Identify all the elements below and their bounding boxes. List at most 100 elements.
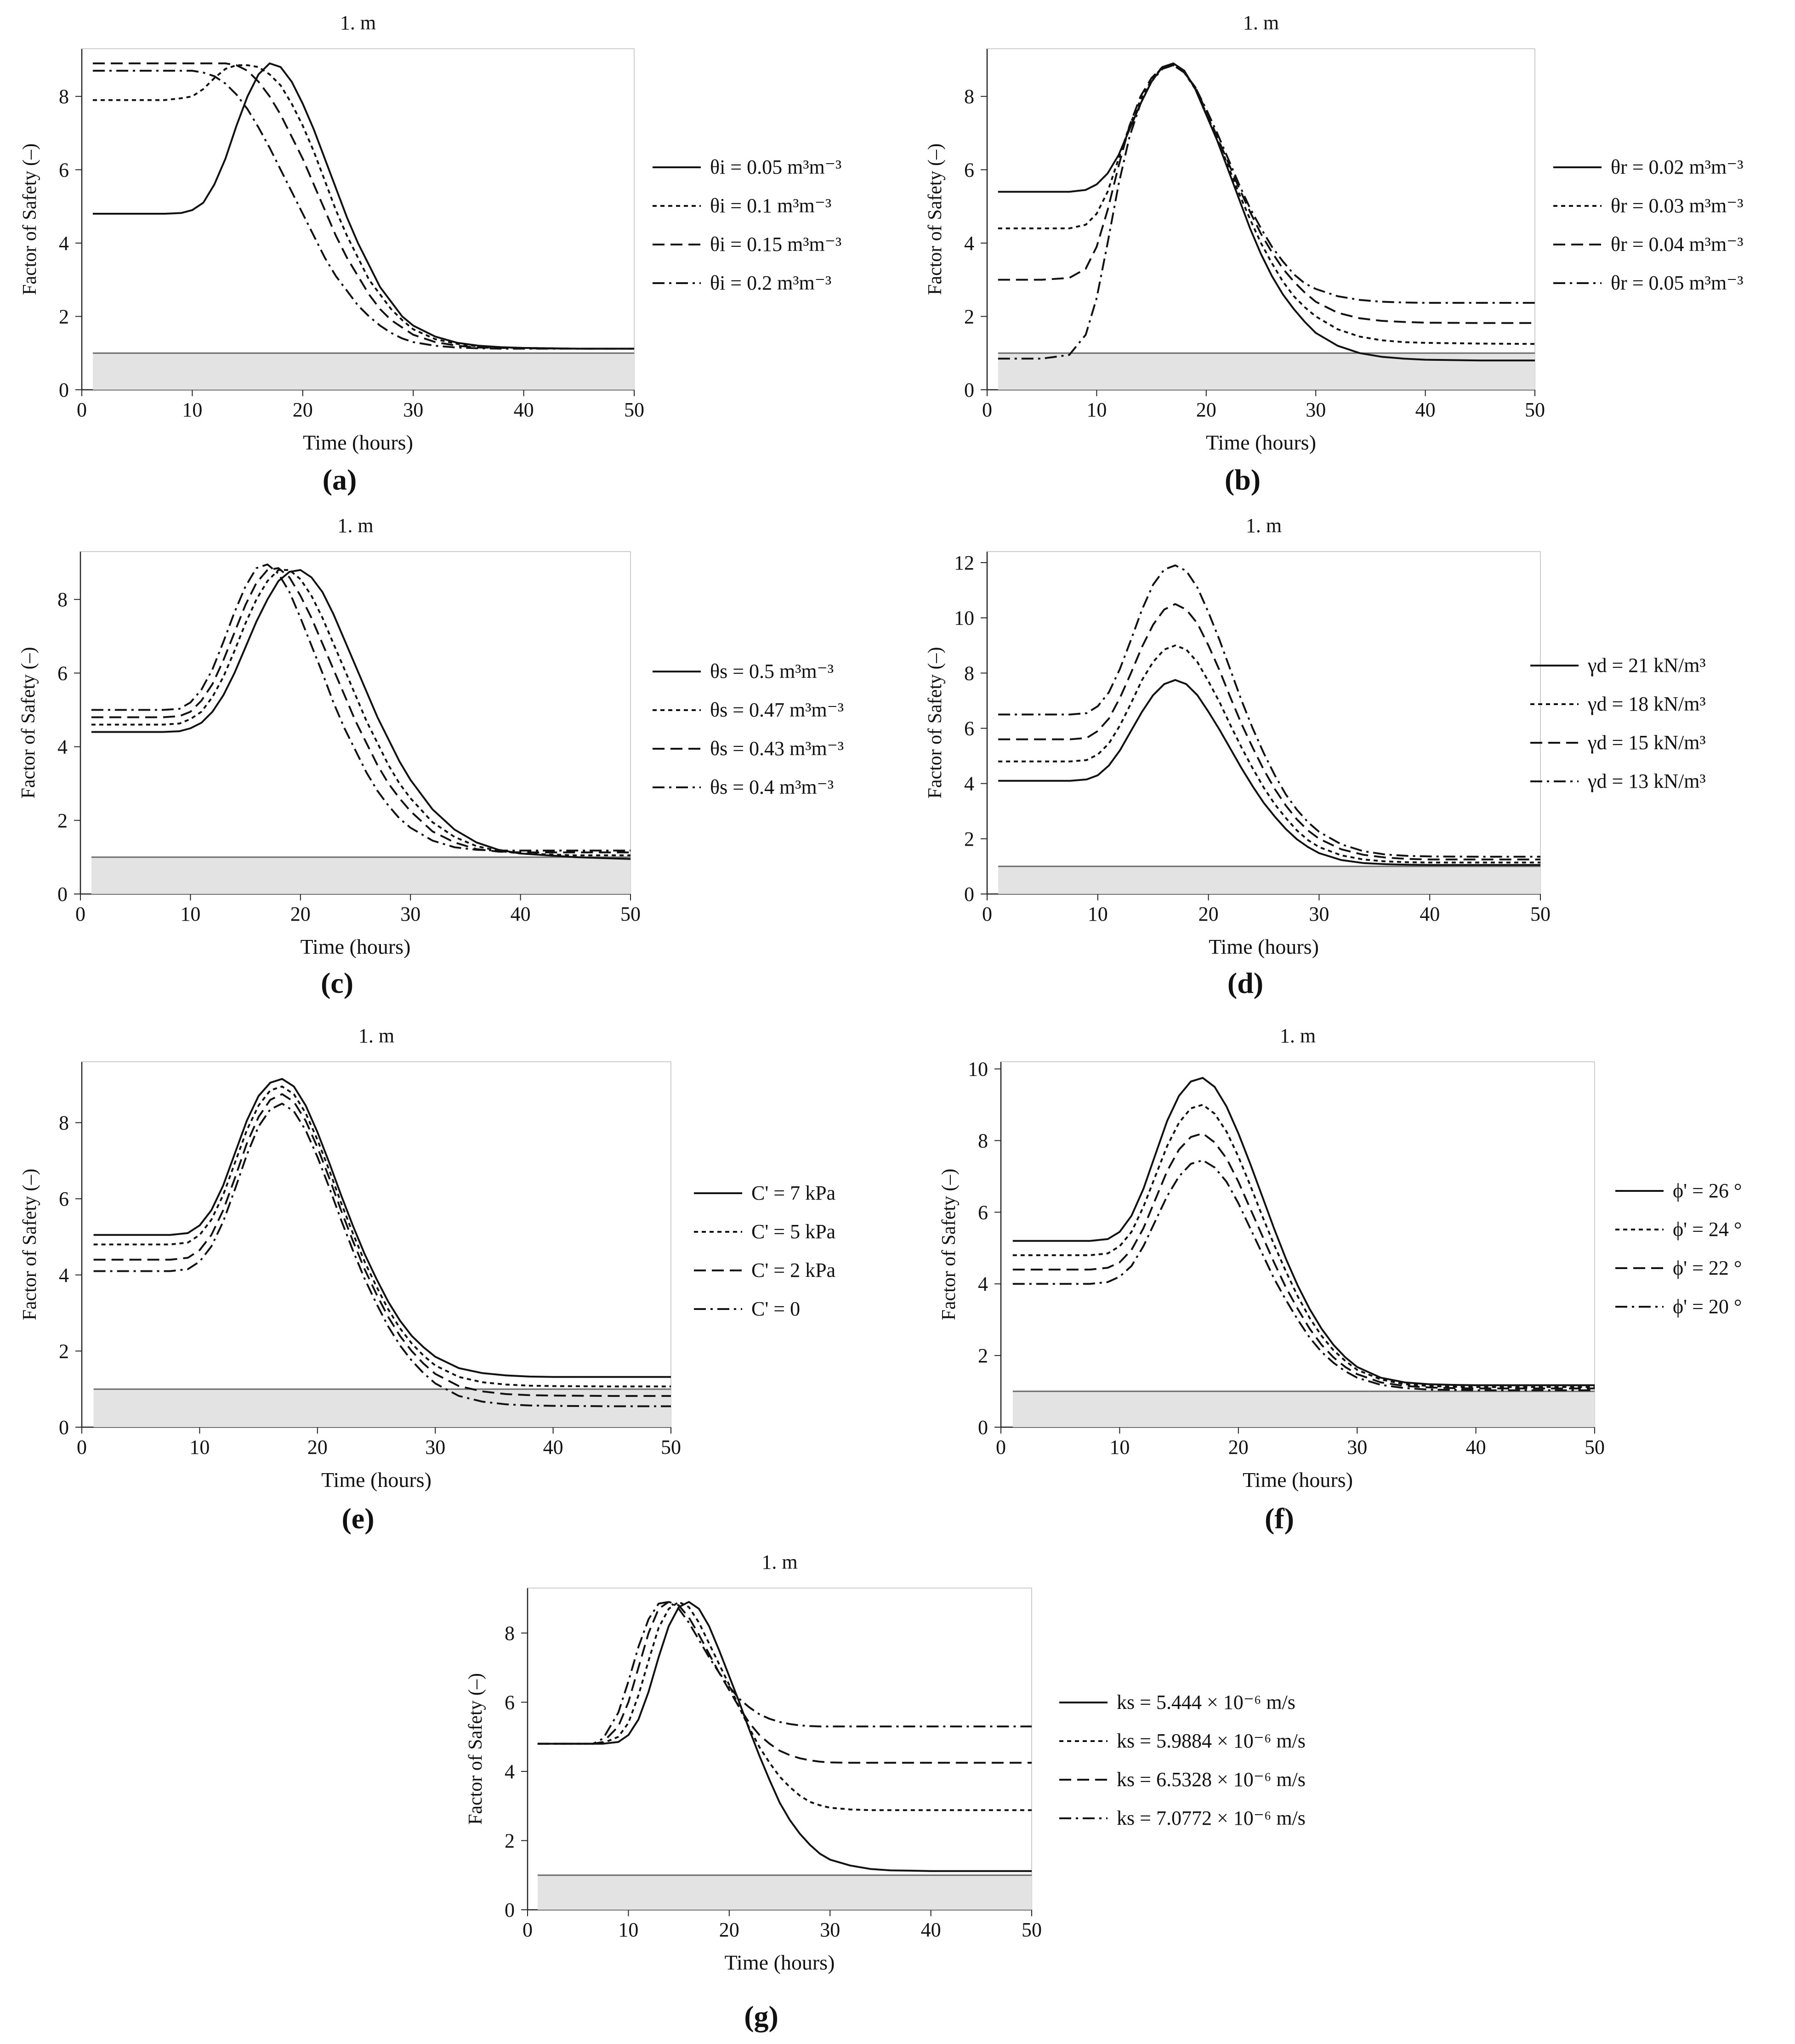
legend-label: θr = 0.05 m³m⁻³: [1611, 272, 1744, 294]
legend-label: C' = 7 kPa: [751, 1182, 835, 1204]
series-line-1: [537, 1601, 1032, 1872]
y-tick-label: 0: [964, 883, 974, 905]
chart-title: 1. m: [1246, 514, 1282, 537]
chart-panel-g: 0 10 20 30 40 50 0 2 4 6 8 1. m Time (hours) Factor o…: [465, 1551, 1306, 2033]
x-tick-label: 50: [624, 399, 644, 421]
y-tick-label: 6: [57, 662, 68, 684]
legend-label: θs = 0.47 m³m⁻³: [710, 699, 844, 721]
x-tick-label: 10: [189, 1436, 210, 1458]
x-tick-label: 0: [75, 903, 85, 925]
y-tick-label: 2: [964, 828, 974, 850]
legend-label: ϕ' = 22 °: [1673, 1257, 1742, 1279]
y-tick-label: 4: [978, 1273, 988, 1295]
x-tick-label: 50: [1022, 1919, 1042, 1941]
y-axis-label: Factor of Safety (–): [19, 143, 40, 295]
unsafe-zone-band: [91, 857, 631, 894]
x-tick-label: 10: [182, 399, 202, 421]
legend-label: C' = 5 kPa: [751, 1220, 835, 1243]
legend: θs = 0.5 m³m⁻³ θs = 0.47 m³m⁻³ θs = 0.43 m…: [653, 660, 844, 798]
legend-label: γd = 15 kN/m³: [1587, 731, 1706, 754]
x-tick-label: 20: [1196, 399, 1216, 421]
y-axis-label: Factor of Safety (–): [465, 1673, 486, 1825]
y-tick-label: 6: [505, 1691, 515, 1714]
x-tick-label: 40: [511, 903, 531, 925]
y-tick-label: 6: [59, 1188, 69, 1210]
chart-panel-c: 0 10 20 30 40 50 0 2 4 6 8 1. m Time (hours) Factor o…: [18, 514, 844, 999]
series-line-1: [91, 569, 631, 860]
x-tick-label: 20: [1228, 1436, 1249, 1458]
series-line-4: [998, 64, 1535, 360]
series-line-2: [537, 1601, 1032, 1811]
y-tick-label: 12: [954, 552, 974, 574]
y-tick-label: 8: [964, 662, 974, 684]
unsafe-zone-band: [998, 353, 1535, 390]
panel-caption: (c): [321, 967, 353, 999]
chart-panel-f: 0 10 20 30 40 50 0 2 4 6 8 10 1. m Time (hours) Factor…: [938, 1025, 1742, 1535]
legend: ϕ' = 26 ° ϕ' = 24 ° ϕ' = 22 ° ϕ' = 20 °: [1615, 1179, 1742, 1318]
y-tick-label: 0: [978, 1416, 988, 1439]
legend-label: C' = 2 kPa: [751, 1259, 835, 1281]
y-tick-label: 2: [978, 1344, 988, 1367]
series-line-3: [998, 603, 1540, 860]
y-tick-label: 0: [59, 379, 69, 401]
legend-label: ϕ' = 26 °: [1673, 1179, 1742, 1202]
y-tick-label: 2: [964, 305, 974, 328]
series-line-2: [91, 569, 631, 856]
x-tick-label: 40: [921, 1919, 941, 1941]
series-line-4: [91, 564, 631, 852]
unsafe-zone-band: [93, 1389, 671, 1427]
unsafe-zone-band: [1012, 1391, 1595, 1427]
series-line-3: [91, 567, 631, 854]
x-tick-label: 40: [1420, 903, 1440, 925]
legend-label: C' = 0: [751, 1298, 800, 1320]
x-tick-label: 10: [180, 903, 200, 925]
y-tick-label: 0: [505, 1899, 515, 1921]
x-tick-label: 30: [1306, 399, 1326, 421]
x-tick-label: 40: [1415, 399, 1436, 421]
chart-panel-d: 0 10 20 30 40 50 0 2 4 6 8 10 12 1. m Time (hours) Fact…: [925, 514, 1706, 999]
y-tick-label: 4: [59, 232, 69, 255]
unsafe-zone-band: [537, 1875, 1032, 1910]
panel-caption: (f): [1265, 1502, 1294, 1535]
series-line-2: [93, 1085, 671, 1388]
y-tick-label: 6: [59, 159, 69, 181]
legend-label: θr = 0.04 m³m⁻³: [1611, 233, 1744, 256]
series-line-3: [93, 1093, 671, 1397]
x-axis-label: Time (hours): [1206, 431, 1316, 454]
x-tick-label: 10: [1086, 399, 1107, 421]
series-line-1: [93, 62, 634, 350]
y-tick-label: 2: [57, 809, 68, 832]
series-line-3: [537, 1601, 1032, 1764]
x-axis-label: Time (hours): [301, 935, 411, 958]
legend: θi = 0.05 m³m⁻³ θi = 0.1 m³m⁻³ θi = 0.15 m…: [653, 156, 841, 294]
legend-label: ks = 5.444 × 10⁻⁶ m/s: [1117, 1691, 1295, 1714]
x-tick-label: 50: [1585, 1436, 1605, 1458]
legend-label: θs = 0.5 m³m⁻³: [710, 660, 834, 683]
y-tick-label: 0: [964, 379, 974, 401]
x-tick-label: 50: [1525, 399, 1545, 421]
panel-caption: (e): [341, 1502, 374, 1535]
chart-panel-a: 0 10 20 30 40 50 0 2 4 6 8 1. m Time (hours) Factor o…: [19, 11, 841, 496]
x-tick-label: 30: [403, 399, 423, 421]
x-tick-label: 30: [425, 1436, 445, 1458]
y-tick-label: 0: [57, 883, 68, 905]
legend-label: θi = 0.2 m³m⁻³: [710, 272, 831, 294]
legend-label: θr = 0.03 m³m⁻³: [1611, 194, 1744, 217]
series-line-3: [93, 62, 634, 350]
x-tick-label: 30: [1347, 1436, 1367, 1458]
legend-label: ϕ' = 24 °: [1673, 1218, 1742, 1241]
x-tick-label: 20: [293, 399, 313, 421]
x-tick-label: 0: [77, 399, 87, 421]
legend-label: γd = 21 kN/m³: [1587, 654, 1706, 677]
y-tick-label: 4: [59, 1264, 69, 1287]
x-axis-label: Time (hours): [321, 1468, 432, 1492]
series-line-4: [93, 69, 634, 350]
series-line-2: [998, 64, 1535, 345]
x-tick-label: 10: [1088, 903, 1108, 925]
y-tick-label: 2: [505, 1829, 515, 1852]
x-tick-label: 50: [661, 1436, 681, 1458]
x-tick-label: 30: [400, 903, 420, 925]
y-axis-label: Factor of Safety (–): [925, 647, 946, 798]
x-tick-label: 40: [1466, 1436, 1486, 1458]
x-axis-label: Time (hours): [1243, 1468, 1353, 1492]
